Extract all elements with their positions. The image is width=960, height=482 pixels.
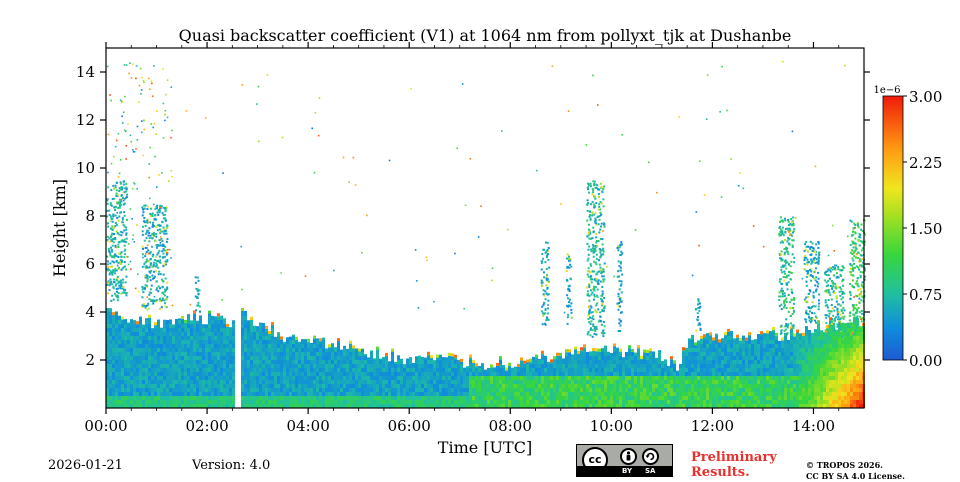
x-tick-label: 14:00 <box>792 417 835 435</box>
colorbar <box>883 96 903 360</box>
preliminary-notice: Preliminary Results. <box>691 450 777 480</box>
y-tick-label: 6 <box>85 255 95 273</box>
colorbar-ticks: 0.00 0.75 1.50 2.25 3.00 <box>903 88 942 370</box>
sa-label: SA <box>645 466 655 476</box>
x-tick-label: 10:00 <box>590 417 633 435</box>
by-person-icon <box>620 448 637 465</box>
colorbar-tick-label: 1.50 <box>909 220 942 238</box>
colorbar-tick-label: 0.75 <box>909 286 942 304</box>
colorbar-tick-label: 0.00 <box>909 352 942 370</box>
y-tick-label: 14 <box>76 63 95 81</box>
by-label: BY <box>622 466 632 476</box>
x-tick-label: 12:00 <box>691 417 734 435</box>
y-tick-label: 12 <box>76 111 95 129</box>
y-tick-label: 2 <box>85 351 95 369</box>
sa-share-icon <box>642 448 659 465</box>
backscatter-heatmap <box>106 61 866 408</box>
y-tick-label: 4 <box>85 303 95 321</box>
preliminary-line-2: Results. <box>691 465 777 480</box>
version-label: Version: 4.0 <box>192 458 270 473</box>
preliminary-line-1: Preliminary <box>691 450 777 465</box>
copyright-line-2: CC BY SA 4.0 License. <box>806 471 905 482</box>
x-tick-label: 00:00 <box>84 417 127 435</box>
cc-label-strip: BY SA <box>577 466 672 476</box>
x-tick-label: 04:00 <box>287 417 330 435</box>
colorbar-tick-label: 2.25 <box>909 154 942 172</box>
colorbar-exponent: 1e−6 <box>873 85 900 96</box>
x-tick-label: 02:00 <box>185 417 228 435</box>
y-tick-label: 8 <box>85 207 95 225</box>
date-label: 2026-01-21 <box>48 458 123 473</box>
chart-title: Quasi backscatter coefficient (V1) at 10… <box>179 26 792 45</box>
x-tick-label: 08:00 <box>489 417 532 435</box>
colorbar-tick-label: 3.00 <box>909 88 942 106</box>
copyright-line-1: © TROPOS 2026. <box>806 460 905 471</box>
y-tick-label: 10 <box>76 159 95 177</box>
cc-license-badge: cc BY SA <box>576 444 673 477</box>
y-axis-label: Height [km] <box>50 179 69 277</box>
x-tick-label: 06:00 <box>388 417 431 435</box>
x-axis-label: Time [UTC] <box>438 438 532 457</box>
copyright-notice: © TROPOS 2026. CC BY SA 4.0 License. <box>806 460 905 482</box>
